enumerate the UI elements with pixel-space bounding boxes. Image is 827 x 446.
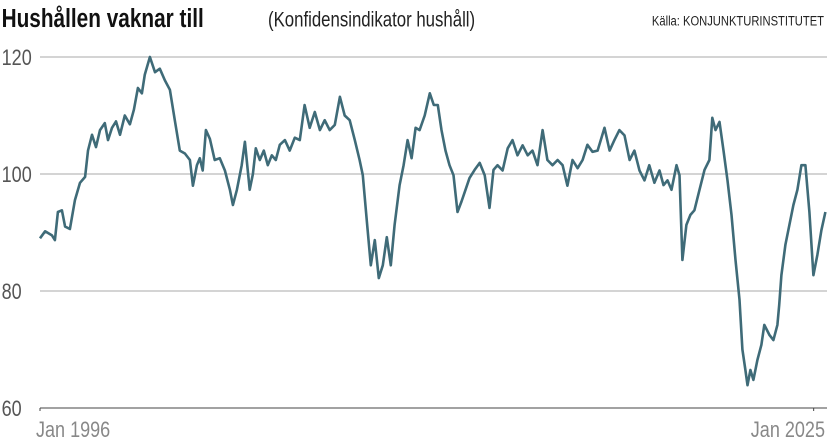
- x-tick-label: Jan 1996: [36, 418, 110, 442]
- plot-area: 60 80 100 120 Jan 1996 Jan 2025: [2, 46, 827, 442]
- y-tick-label: 100: [2, 163, 32, 187]
- y-tick-label: 120: [2, 46, 32, 70]
- source: Källa: KONJUNKTURINSTITUTET: [652, 14, 824, 29]
- chart-title: Hushållen vaknar till: [2, 4, 204, 33]
- y-tick-label: 60: [2, 397, 22, 421]
- x-tick-label: Jan 2025: [751, 418, 825, 442]
- chart-subtitle: (Konfidensindikator hushåll): [268, 9, 475, 32]
- y-tick-label: 80: [2, 280, 22, 304]
- series-line: [38, 55, 827, 387]
